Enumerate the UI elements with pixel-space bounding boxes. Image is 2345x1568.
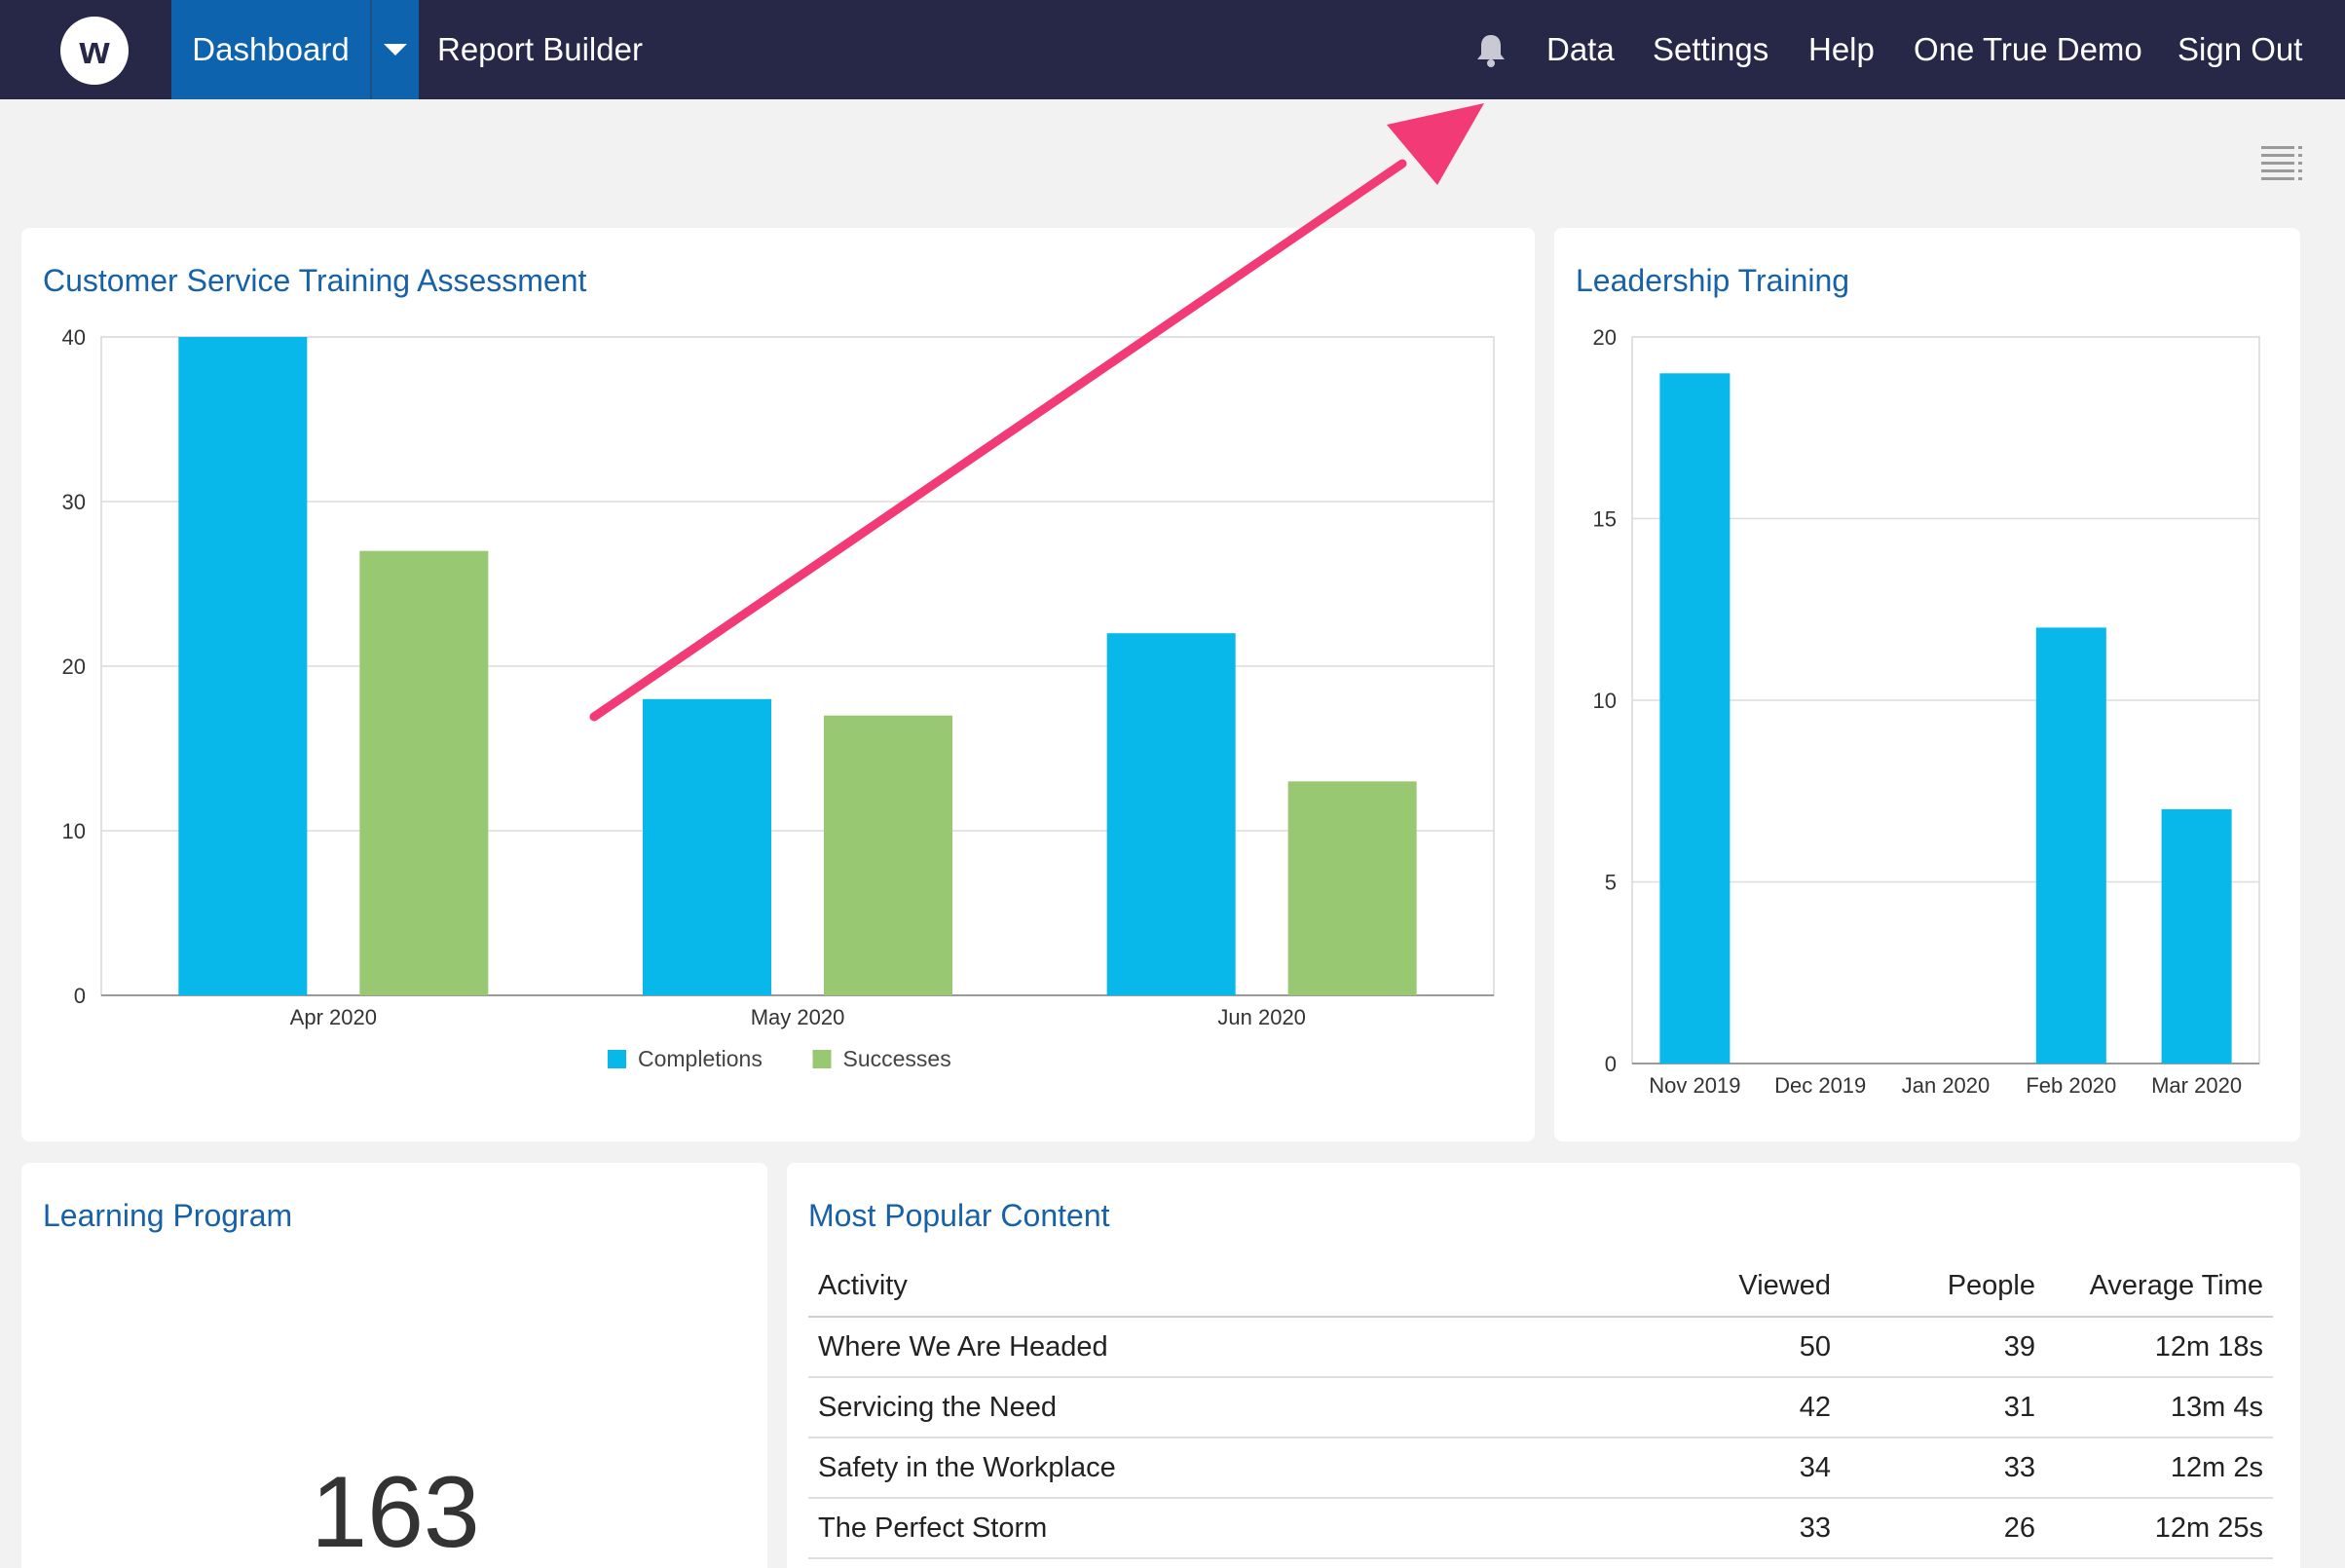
people-cell: 33 (1841, 1437, 2045, 1499)
bar (643, 698, 771, 995)
y-tick-label: 0 (74, 984, 86, 1008)
column-header-activity[interactable]: Activity (808, 1256, 1607, 1318)
bar (2161, 808, 2232, 1064)
popular-content-table: Activity Viewed People Average Time Wher… (808, 1256, 2273, 1559)
activity-cell: Safety in the Workplace (808, 1437, 1607, 1499)
x-tick-label: Feb 2020 (2026, 1073, 2116, 1098)
bar (359, 550, 489, 995)
table-row[interactable]: The Perfect Storm 33 26 12m 25s (808, 1498, 2273, 1559)
bell-icon[interactable] (1474, 33, 1508, 68)
customer-service-card: Customer Service Training Assessment 0 10… (21, 228, 1535, 1141)
average-time-cell: 13m 4s (2045, 1377, 2273, 1438)
people-cell: 39 (1841, 1317, 2045, 1378)
viewed-cell: 34 (1607, 1437, 1841, 1499)
y-tick-label: 30 (62, 490, 86, 514)
nav-sign-out[interactable]: Sign Out (2178, 31, 2303, 67)
top-nav-bar: w Dashboard Report Builder Data Settings… (0, 0, 2345, 99)
x-tick-label: Dec 2019 (1774, 1073, 1866, 1098)
nav-account[interactable]: One True Demo (1914, 31, 2142, 67)
legend-label: Completions (638, 1046, 763, 1071)
legend-swatch (812, 1050, 832, 1068)
viewed-cell: 50 (1607, 1317, 1841, 1378)
dashboard-dropdown-button[interactable] (370, 0, 419, 99)
viewed-cell: 42 (1607, 1377, 1841, 1438)
nav-data[interactable]: Data (1546, 31, 1615, 67)
app-logo[interactable]: w (60, 17, 129, 85)
activity-cell: Where We Are Headed (808, 1317, 1607, 1378)
activity-cell: Servicing the Need (808, 1377, 1607, 1438)
bar (1659, 373, 1731, 1064)
column-header-average-time[interactable]: Average Time (2045, 1256, 2273, 1318)
card-title: Learning Program (43, 1198, 293, 1233)
list-view-icon[interactable] (2261, 146, 2302, 181)
column-header-viewed[interactable]: Viewed (1607, 1256, 1841, 1318)
card-title: Most Popular Content (808, 1198, 1110, 1233)
bar (1106, 633, 1236, 995)
bar (824, 715, 952, 995)
learning-program-value: 163 (311, 1456, 480, 1568)
y-tick-label: 10 (1593, 689, 1617, 713)
column-header-people[interactable]: People (1841, 1256, 2045, 1318)
activity-cell: The Perfect Storm (808, 1498, 1607, 1559)
leadership-card: Leadership Training 0 5 10 15 20 Nov 2019 Dec … (1554, 228, 2300, 1141)
table-row[interactable]: Where We Are Headed 50 39 12m 18s (808, 1317, 2273, 1378)
x-tick-label: May 2020 (751, 1005, 845, 1029)
y-tick-label: 5 (1605, 871, 1617, 895)
nav-report-builder[interactable]: Report Builder (437, 31, 643, 67)
y-tick-label: 15 (1593, 507, 1617, 532)
table-row[interactable]: Servicing the Need 42 31 13m 4s (808, 1377, 2273, 1438)
people-cell: 31 (1841, 1377, 2045, 1438)
y-tick-label: 20 (62, 654, 86, 679)
bar (2035, 627, 2106, 1064)
nav-settings[interactable]: Settings (1653, 31, 1769, 67)
customer-service-chart: 0 10 20 30 40 Apr 2020 May 2020 Jun 2020 Complet… (62, 325, 1495, 1071)
y-tick-label: 10 (62, 819, 86, 843)
average-time-cell: 12m 18s (2045, 1317, 2273, 1378)
bar (1287, 781, 1417, 995)
x-tick-label: Jun 2020 (1217, 1005, 1306, 1029)
y-tick-label: 20 (1593, 325, 1617, 350)
popular-content-card: Most Popular Content Activity Viewed Peo… (787, 1163, 2300, 1568)
x-tick-label: Apr 2020 (290, 1005, 377, 1029)
card-title: Leadership Training (1576, 263, 1850, 298)
y-tick-label: 0 (1605, 1052, 1617, 1076)
bar (178, 337, 308, 995)
leadership-chart: 0 5 10 15 20 Nov 2019 Dec 2019 Jan 2020 Feb 2020… (1593, 325, 2260, 1098)
average-time-cell: 12m 25s (2045, 1498, 2273, 1559)
people-cell: 26 (1841, 1498, 2045, 1559)
table-header-row: Activity Viewed People Average Time (808, 1256, 2273, 1318)
x-tick-label: Nov 2019 (1649, 1073, 1740, 1098)
average-time-cell: 12m 2s (2045, 1437, 2273, 1499)
nav-dashboard[interactable]: Dashboard (171, 0, 370, 99)
legend-label: Successes (843, 1046, 951, 1071)
caret-down-icon (384, 44, 407, 56)
card-title: Customer Service Training Assessment (43, 263, 587, 298)
x-tick-label: Mar 2020 (2151, 1073, 2242, 1098)
viewed-cell: 33 (1607, 1498, 1841, 1559)
learning-program-card: Learning Program 163 (21, 1163, 767, 1568)
legend-swatch (608, 1050, 626, 1068)
nav-help[interactable]: Help (1808, 31, 1875, 67)
table-row[interactable]: Safety in the Workplace 34 33 12m 2s (808, 1437, 2273, 1499)
x-tick-label: Jan 2020 (1902, 1073, 1991, 1098)
y-tick-label: 40 (62, 325, 86, 350)
